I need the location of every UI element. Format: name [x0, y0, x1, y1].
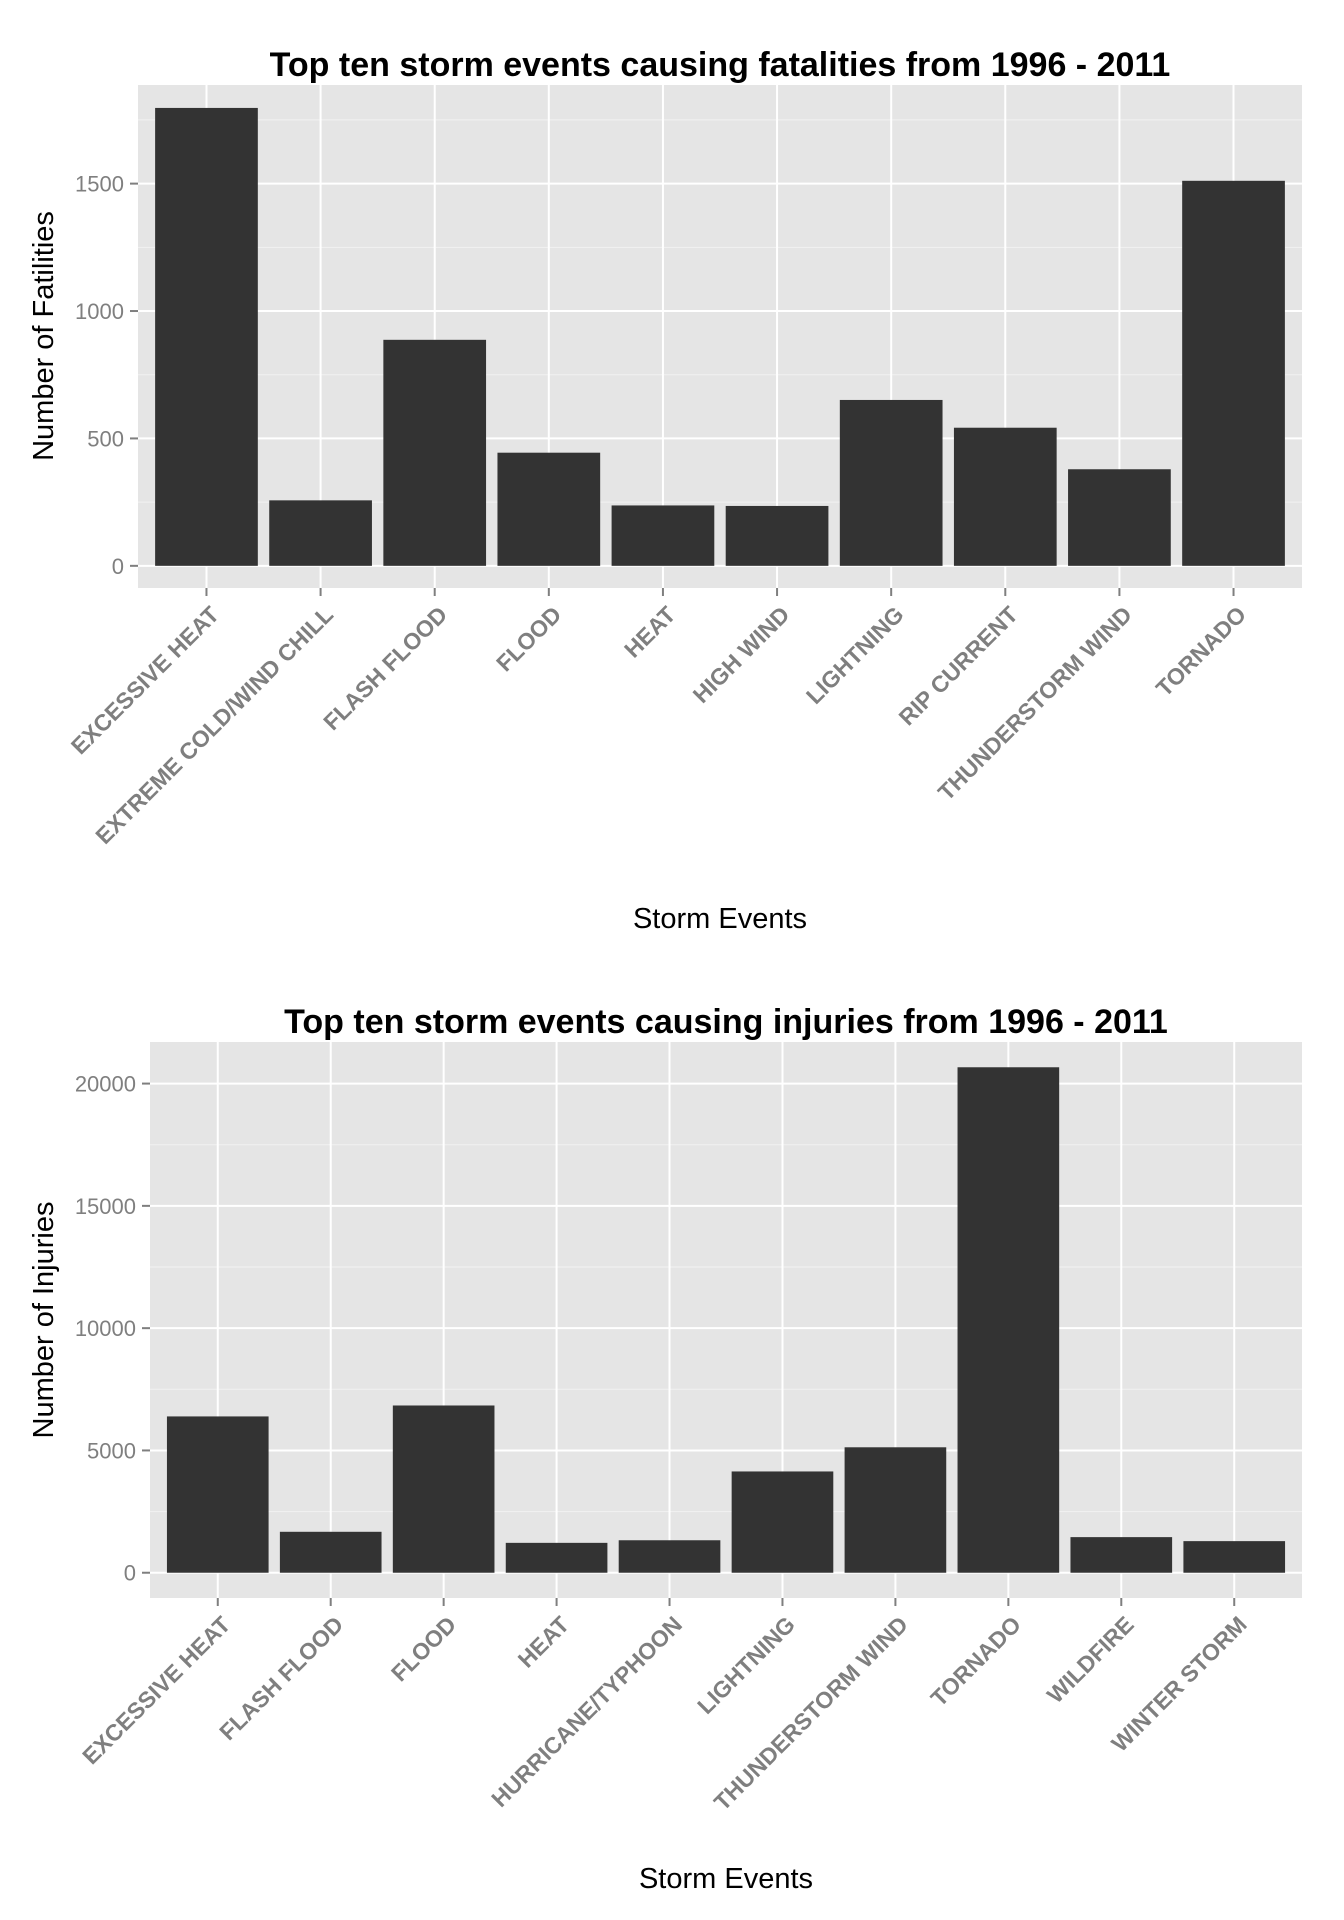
- y-tick-label: 0: [112, 554, 124, 579]
- x-tick-label: WILDFIRE: [1042, 1611, 1139, 1708]
- x-tick-label: THUNDERSTORM WIND: [933, 601, 1137, 805]
- bar-2: [269, 500, 372, 566]
- y-axis-title: Number of Injuries: [28, 1202, 60, 1439]
- x-tick-label: LIGHTNING: [692, 1611, 800, 1719]
- bar-8: [953, 427, 1057, 566]
- x-tick-label: FLASH FLOOD: [214, 1611, 348, 1745]
- bar-5: [611, 505, 715, 566]
- bar-5: [618, 1540, 721, 1573]
- x-tick-label: TORNADO: [1151, 601, 1251, 701]
- x-tick-label: FLASH FLOOD: [318, 601, 452, 735]
- x-tick-label: HEAT: [513, 1611, 574, 1672]
- y-tick-label: 500: [87, 426, 124, 451]
- x-tick-label: HIGH WIND: [688, 601, 795, 708]
- bar-7: [844, 1447, 947, 1573]
- y-tick-label: 20000: [75, 1072, 136, 1097]
- y-axis-title: Number of Fatilities: [28, 211, 60, 461]
- x-tick-label: RIP CURRENT: [894, 601, 1023, 730]
- bar-10: [1183, 1541, 1286, 1573]
- x-tick-label: THUNDERSTORM WIND: [709, 1611, 913, 1815]
- bar-6: [725, 505, 829, 566]
- x-tick-label: HURRICANE/TYPHOON: [486, 1611, 687, 1812]
- chart-title: Top ten storm events causing injuries fr…: [284, 1003, 1168, 1041]
- x-tick-label: LIGHTNING: [801, 601, 909, 709]
- chart-2: 0 5000 10000 15000 20000 EXCESSIVE HEATFLASH …: [28, 1003, 1302, 1895]
- x-tick-label: EXTREME COLD/WIND CHILL: [90, 601, 338, 849]
- y-tick-label: 1000: [75, 299, 124, 324]
- bar-10: [1182, 180, 1285, 566]
- plot-panel-2: [150, 1042, 1302, 1598]
- x-axis-title: Storm Events: [639, 1863, 813, 1895]
- x-tick-label: FLOOD: [386, 1611, 461, 1686]
- bar-6: [731, 1471, 834, 1573]
- bar-2: [279, 1531, 382, 1573]
- bar-9: [1070, 1537, 1173, 1573]
- y-tick-label: 0: [124, 1561, 136, 1586]
- y-tick-label: 10000: [75, 1316, 136, 1341]
- x-axis-title: Storm Events: [633, 903, 807, 935]
- bar-4: [505, 1542, 608, 1573]
- bar-4: [497, 452, 601, 566]
- bar-1: [166, 1416, 269, 1573]
- y-tick-label: 15000: [75, 1194, 136, 1219]
- chart-title: Top ten storm events causing fatalities …: [270, 46, 1171, 84]
- x-tick-label: FLOOD: [491, 601, 566, 676]
- bar-3: [392, 1405, 495, 1573]
- bar-3: [383, 339, 487, 566]
- bar-1: [155, 107, 258, 566]
- bar-9: [1068, 469, 1171, 566]
- x-tick-label: TORNADO: [926, 1611, 1026, 1711]
- bar-8: [957, 1067, 1060, 1573]
- y-tick-label: 1500: [75, 172, 124, 197]
- y-tick-label: 5000: [87, 1438, 136, 1463]
- bar-7: [839, 399, 943, 566]
- x-tick-label: EXCESSIVE HEAT: [77, 1611, 235, 1769]
- x-tick-label: HEAT: [619, 601, 680, 662]
